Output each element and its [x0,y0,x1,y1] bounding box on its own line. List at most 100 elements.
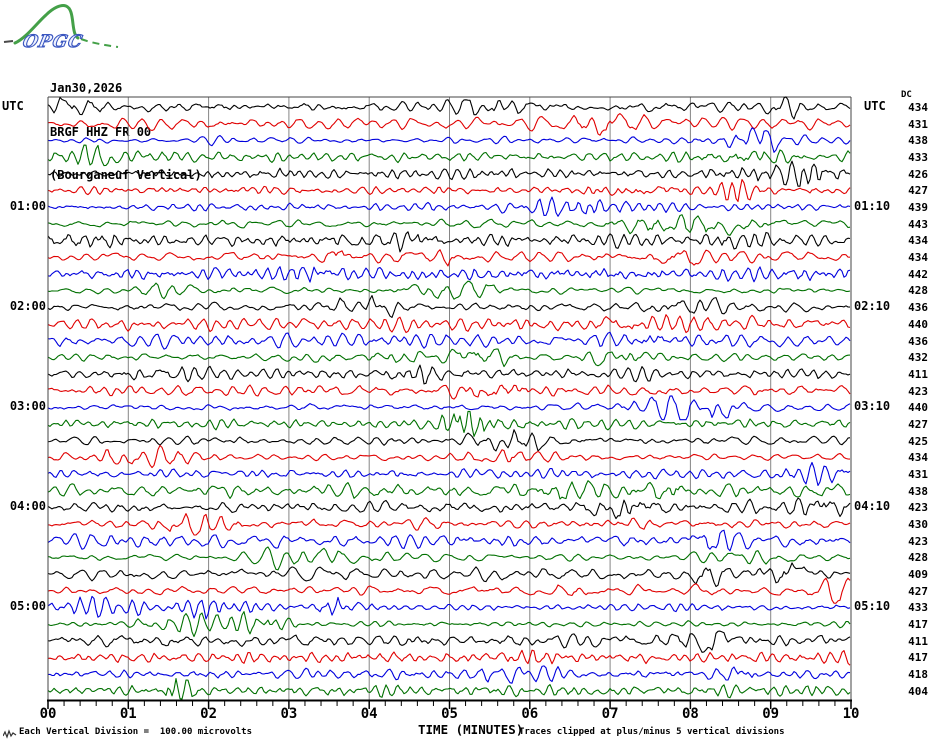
traces-group [48,96,851,700]
trace-row-04:20 [48,529,851,552]
trace-row-02:20 [48,331,851,350]
dc-value-04:20: 423 [908,534,928,548]
dc-value-02:40: 411 [908,367,928,381]
dc-value-01:40: 442 [908,267,928,281]
trace-row-02:30 [48,348,851,368]
x-tick-label-04: 04 [360,706,378,722]
dc-value-04:10: 430 [908,518,928,531]
trace-row-01:10 [48,214,851,236]
dc-column-header: DC [901,90,912,100]
dc-value-00:00: 434 [908,101,928,114]
dc-value-04:40: 409 [908,568,928,582]
trace-row-00:00 [48,96,851,120]
dc-value-05:40: 418 [908,668,928,682]
dc-value-02:20: 436 [908,334,928,348]
logo-left-dash [3,40,14,43]
trace-row-00:30 [48,144,851,167]
trace-row-03:20 [48,429,851,452]
trace-row-00:10 [48,113,851,136]
dc-value-00:50: 427 [908,184,928,198]
logo-text: OPGC [21,32,85,52]
dc-value-02:00: 436 [908,301,928,315]
trace-row-02:00 [48,295,851,318]
title-station: BRGF HHZ FR 00 [50,124,152,139]
trace-row-00:50 [48,178,851,203]
trace-row-02:40 [48,364,851,385]
x-tick-label-06: 06 [521,706,539,722]
dc-value-01:00: 439 [908,201,928,215]
trace-row-05:00 [48,595,851,620]
hour-label-right-01:10: 01:10 [854,199,891,214]
trace-row-01:20 [48,231,851,253]
trace-row-04:30 [48,546,851,571]
hour-label-left-04:00: 04:00 [9,499,46,514]
x-tick-label-10: 10 [842,706,860,722]
footer-clip-note: Traces clipped at plus/minus 5 vertical … [519,727,785,737]
trace-row-04:10 [48,513,851,536]
dc-value-01:10: 443 [908,217,928,231]
trace-row-01:30 [48,249,851,267]
footer-scale-note: Each Vertical Division = 100.00 microvol… [19,727,252,737]
mini-squiggle-icon [3,729,17,739]
trace-row-01:40 [48,266,851,283]
dc-value-01:20: 434 [908,234,928,248]
dc-value-00:20: 438 [908,134,928,148]
x-tick-label-01: 01 [119,706,137,722]
hour-label-right-05:10: 05:10 [854,599,891,614]
trace-row-01:50 [48,280,851,300]
trace-row-03:50 [48,480,851,500]
hour-label-left-05:00: 05:00 [9,599,46,614]
trace-row-05:20 [48,630,851,653]
right-utc-header: UTC [864,99,886,113]
hour-label-left-03:00: 03:00 [9,399,46,414]
dc-value-03:30: 434 [908,451,928,465]
left-utc-header: UTC [2,99,24,113]
hour-label-right-04:10: 04:10 [854,499,891,514]
x-tick-label-03: 03 [280,706,298,722]
trace-row-05:50 [48,678,851,700]
trace-row-02:10 [48,314,851,334]
logo-right-dashes [80,38,119,48]
dc-value-04:00: 423 [908,501,928,515]
hour-label-left-01:00: 01:00 [9,199,46,214]
trace-row-03:40 [48,461,851,487]
trace-row-03:10 [48,410,851,437]
dc-value-03:50: 438 [908,484,928,498]
trace-row-04:00 [48,497,851,520]
dc-value-00:40: 426 [908,167,928,181]
hour-label-left-02:00: 02:00 [9,299,46,314]
dc-value-05:30: 417 [908,651,928,665]
dc-value-04:30: 428 [908,551,928,565]
dc-value-04:50: 427 [908,584,928,598]
dc-value-00:10: 431 [908,117,928,131]
dc-value-03:00: 440 [908,401,928,415]
trace-row-03:00 [48,395,851,421]
hour-label-right-02:10: 02:10 [854,299,891,314]
trace-row-00:40 [48,160,851,187]
dc-value-05:00: 433 [908,601,928,615]
trace-row-05:40 [48,665,851,684]
opgc-logo: OPGC [3,4,119,52]
dc-value-03:40: 431 [908,467,928,481]
dc-value-03:10: 427 [908,417,928,431]
trace-row-04:50 [48,577,851,604]
x-tick-label-08: 08 [681,706,699,722]
x-tick-label-07: 07 [601,706,619,722]
trace-row-05:10 [48,611,851,638]
title-date: Jan30,2026 [50,81,123,95]
dc-value-03:20: 425 [908,434,928,448]
x-tick-label-09: 09 [762,706,780,722]
trace-row-03:30 [48,444,851,469]
x-tick-label-00: 00 [39,706,57,722]
trace-row-04:40 [48,562,851,588]
dc-value-01:30: 434 [908,251,928,265]
trace-row-02:50 [48,384,851,400]
x-axis-title: TIME (MINUTES) [418,722,524,737]
dc-value-02:10: 440 [908,317,928,331]
hour-label-right-03:10: 03:10 [854,399,891,414]
logo-mountain-curve [13,4,80,45]
trace-row-01:00 [48,196,851,217]
dc-value-02:50: 423 [908,384,928,398]
